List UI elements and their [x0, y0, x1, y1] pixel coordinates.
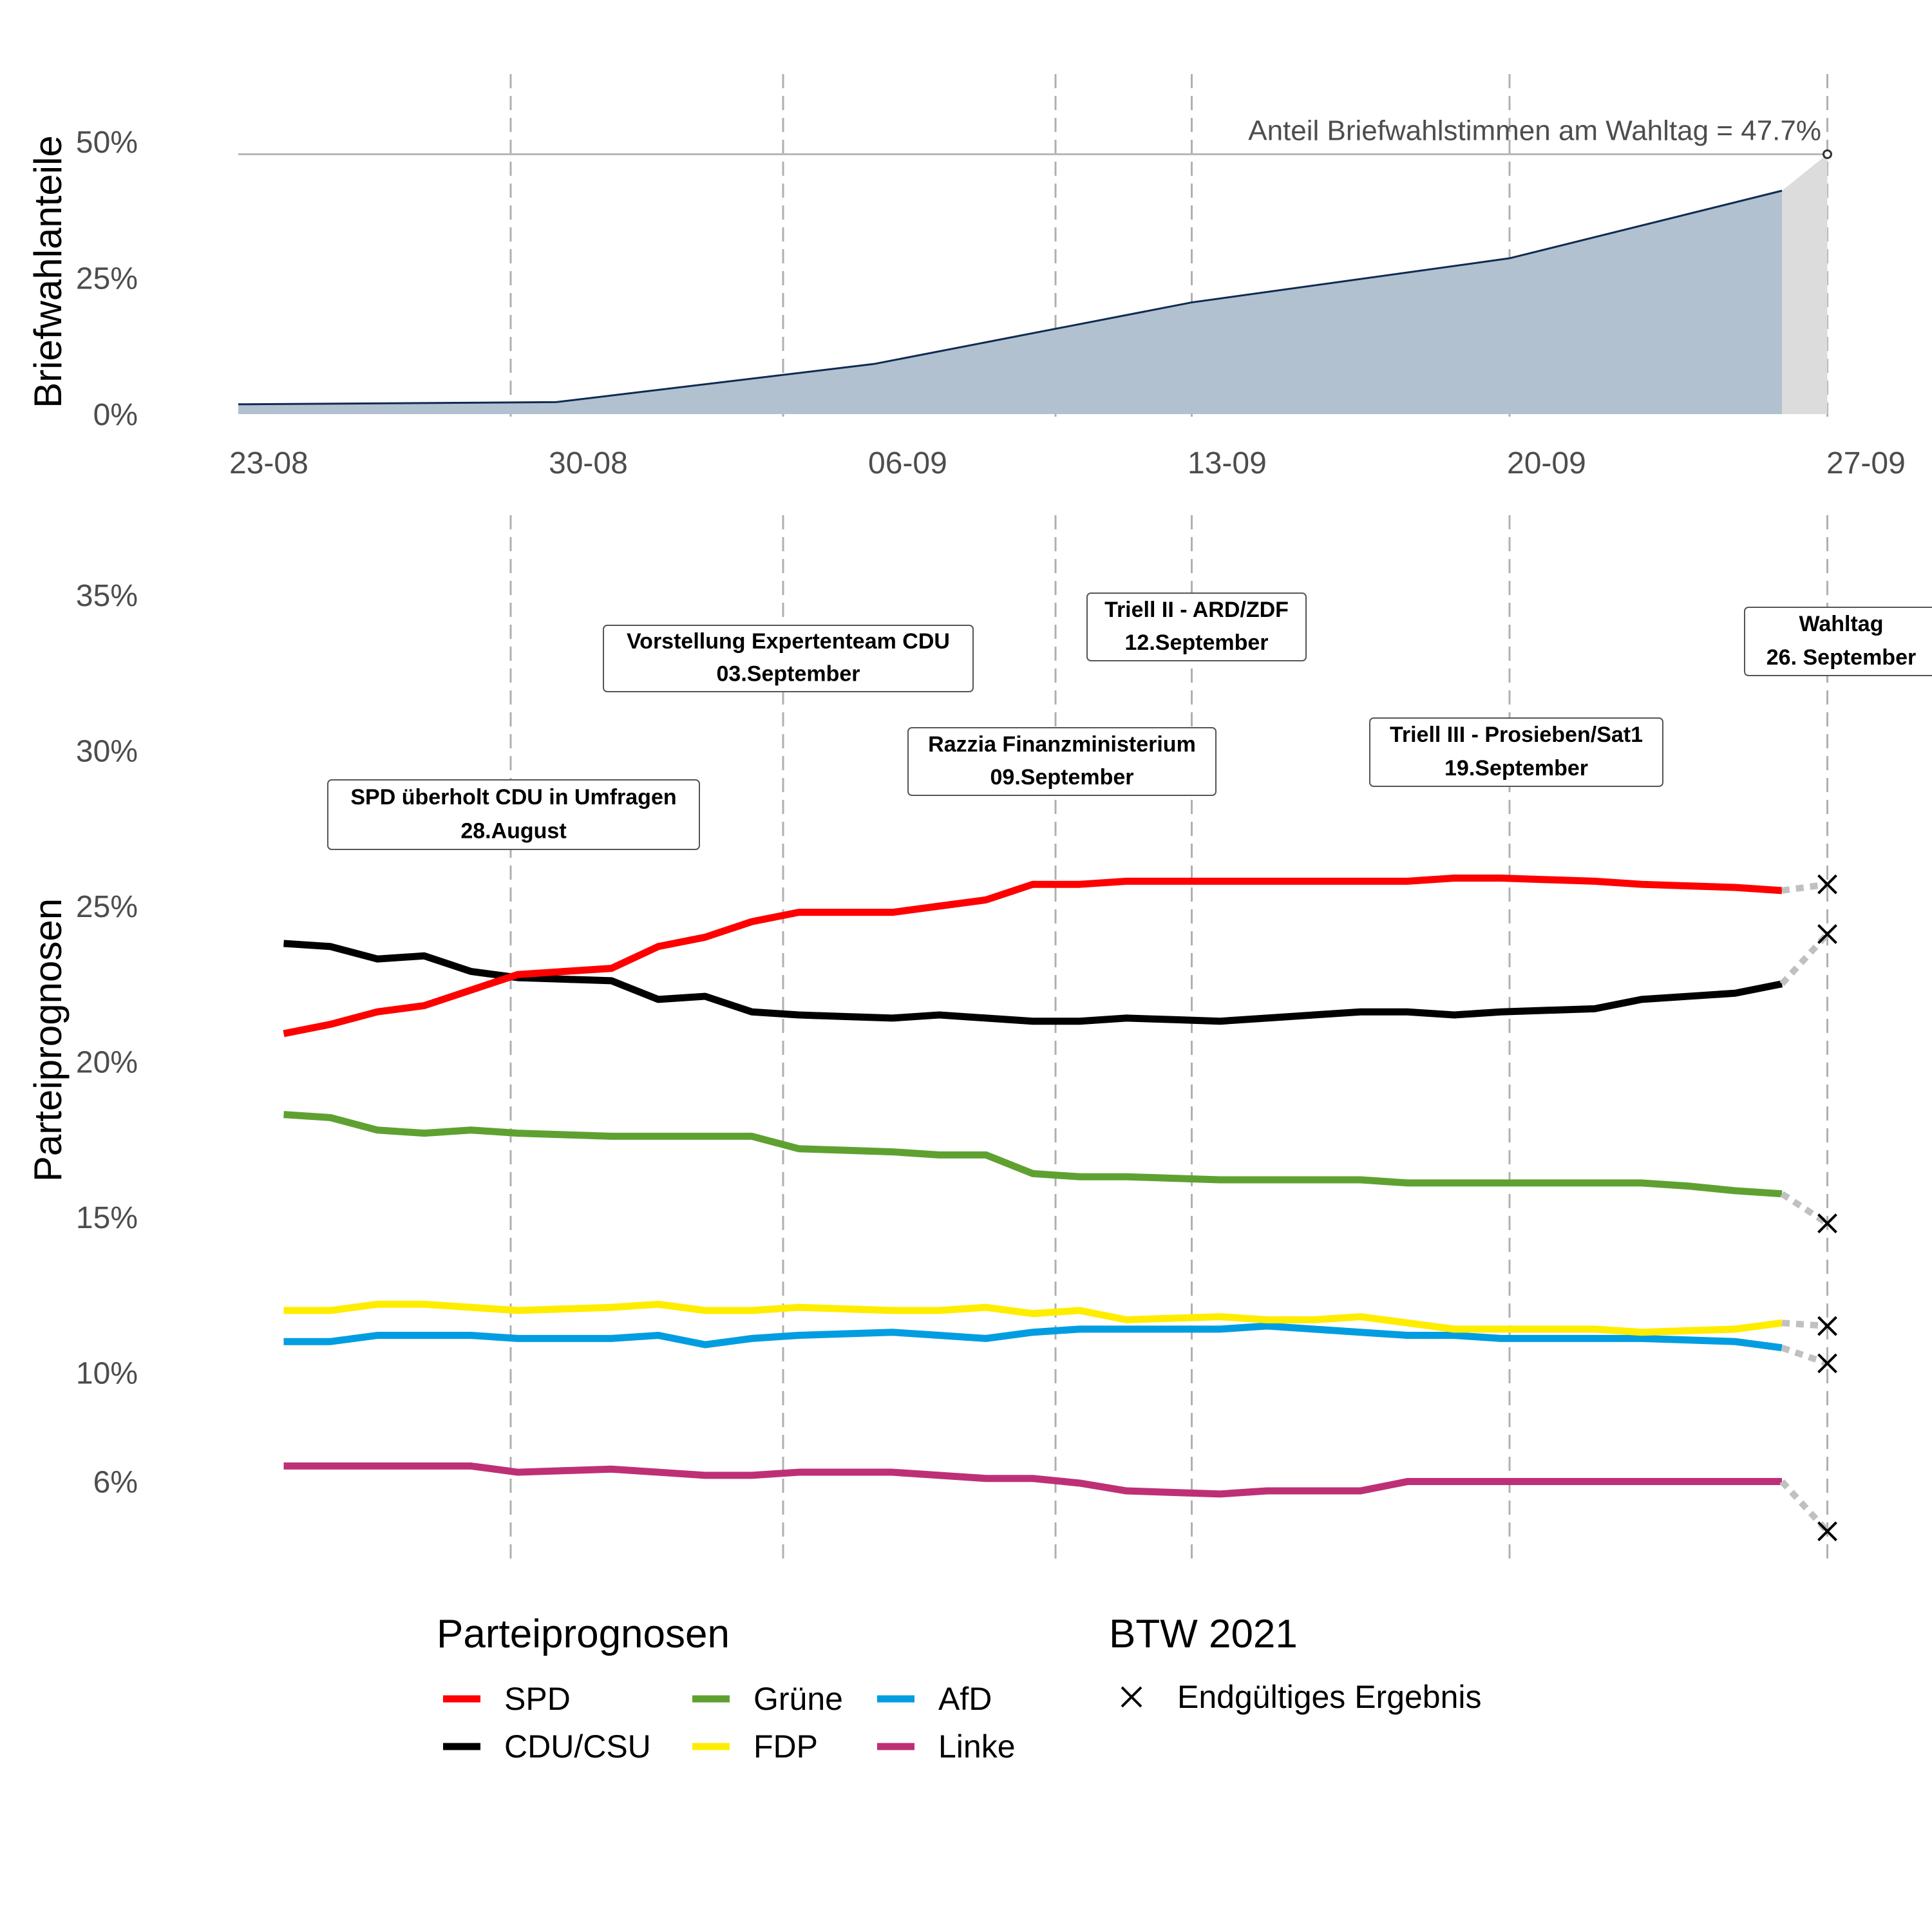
projection-line-grne: [1780, 1191, 1830, 1226]
legend-item-linke: Linke: [877, 1728, 1016, 1765]
event-box: [327, 779, 700, 850]
bottom-y-tick-label: 6%: [93, 1466, 138, 1500]
series-line-linke: [283, 1462, 1782, 1498]
projection-line-fdp: [1781, 1320, 1828, 1330]
event-title: Triell II - ARD/ZDF: [1104, 598, 1289, 622]
final-result-marker-afd: [1817, 1353, 1837, 1374]
final-result-marker-linke: [1817, 1521, 1837, 1542]
bottom-panel: SPD überholt CDU in Umfragen 28.August Vor…: [26, 515, 1932, 1558]
event-annotation: Triell II - ARD/ZDF 12.September: [1086, 592, 1307, 661]
event-box: [907, 727, 1217, 796]
top-x-tick-label: 13-09: [1188, 446, 1267, 480]
bottom-y-tick-label: 20%: [76, 1046, 138, 1080]
event-title: Wahltag: [1799, 612, 1884, 636]
event-title: SPD überholt CDU in Umfragen: [350, 785, 676, 810]
top-panel: Anteil Briefwahlstimmen am Wahltag = 47.…: [26, 74, 1906, 480]
top-x-tick-label: 06-09: [868, 446, 947, 480]
legend-label: Grüne: [753, 1681, 843, 1717]
legend-label: SPD: [504, 1681, 571, 1717]
event-annotation: SPD überholt CDU in Umfragen 28.August: [327, 779, 700, 850]
event-date: 12.September: [1125, 630, 1269, 655]
series-line-cducsu: [283, 940, 1783, 1025]
event-box: [1369, 717, 1663, 787]
event-date: 26. September: [1766, 645, 1916, 670]
legend-item-spd: SPD: [443, 1681, 571, 1717]
briefwahl-area: [238, 191, 1782, 414]
event-annotation: Wahltag 26. September: [1744, 607, 1932, 676]
bottom-y-tick-label: 15%: [76, 1201, 138, 1235]
event-date: 09.September: [990, 765, 1134, 790]
event-title: Razzia Finanzministerium: [928, 732, 1196, 757]
top-x-tick-label: 23-08: [229, 446, 308, 480]
legend-title-parties: Parteiprognosen: [437, 1612, 730, 1656]
series-line-afd: [283, 1322, 1783, 1352]
event-box: [1744, 607, 1932, 676]
final-result-marker-grne: [1817, 1213, 1837, 1234]
series-line-grne: [283, 1111, 1783, 1198]
bottom-y-tick-label: 25%: [76, 890, 138, 924]
legend-label: AfD: [938, 1681, 992, 1717]
event-date: 19.September: [1444, 756, 1588, 781]
event-date: 03.September: [717, 662, 860, 687]
bottom-y-tick-label: 30%: [76, 735, 138, 769]
briefwahl-line: [238, 189, 1783, 406]
top-x-tick-label: 20-09: [1507, 446, 1586, 480]
event-box: [603, 625, 974, 692]
final-result-marker-cducsu: [1817, 924, 1837, 944]
event-box: [1086, 592, 1307, 661]
projection-line-linke: [1779, 1479, 1830, 1534]
reference-annotation: Anteil Briefwahlstimmen am Wahltag = 47.…: [1248, 115, 1821, 146]
legend: Parteiprognosen SPD CDU/CSU Grüne FDP AfD Lin…: [437, 1612, 1482, 1765]
bottom-y-axis-title: Parteiprognosen: [26, 898, 70, 1182]
projection-line-spd: [1781, 881, 1828, 894]
top-x-tick-label: 30-08: [549, 446, 628, 480]
series-line-spd: [283, 875, 1783, 1037]
bottom-y-tick-label: 35%: [76, 579, 138, 613]
election-day-area: [1782, 154, 1828, 414]
bottom-y-tick-label: 10%: [76, 1357, 138, 1391]
legend-label: Linke: [938, 1728, 1016, 1765]
legend-item-grne: Grüne: [692, 1681, 843, 1717]
legend-item-afd: AfD: [877, 1681, 992, 1717]
legend-title-result: BTW 2021: [1109, 1612, 1298, 1656]
event-annotation: Triell III - Prosieben/Sat1 19.September: [1369, 717, 1663, 787]
event-date: 28.August: [460, 819, 566, 844]
event-title: Vorstellung Expertenteam CDU: [627, 629, 950, 654]
top-x-tick-label: 27-09: [1826, 446, 1906, 480]
top-y-tick-label: 25%: [76, 262, 138, 296]
top-y-tick-label: 0%: [93, 398, 138, 432]
final-result-marker-fdp: [1817, 1316, 1837, 1336]
event-annotation: Vorstellung Expertenteam CDU 03.September: [603, 625, 974, 692]
event-annotation: Razzia Finanzministerium 09.September: [907, 727, 1217, 796]
legend-result-marker: [1121, 1686, 1142, 1708]
series-line-fdp: [283, 1300, 1783, 1336]
legend-item-fdp: FDP: [692, 1728, 818, 1765]
election-day-point: [1823, 149, 1832, 159]
top-y-tick-label: 50%: [76, 126, 138, 160]
top-y-axis-title: Briefwahlanteile: [26, 135, 70, 408]
legend-item-cducsu: CDU/CSU: [443, 1728, 651, 1765]
legend-label: CDU/CSU: [504, 1728, 651, 1765]
projection-line-cducsu: [1779, 932, 1830, 987]
legend-label: FDP: [753, 1728, 818, 1765]
final-result-marker-spd: [1817, 874, 1837, 895]
event-title: Triell III - Prosieben/Sat1: [1390, 723, 1643, 747]
legend-result-label: Endgültiges Ergebnis: [1177, 1679, 1482, 1715]
